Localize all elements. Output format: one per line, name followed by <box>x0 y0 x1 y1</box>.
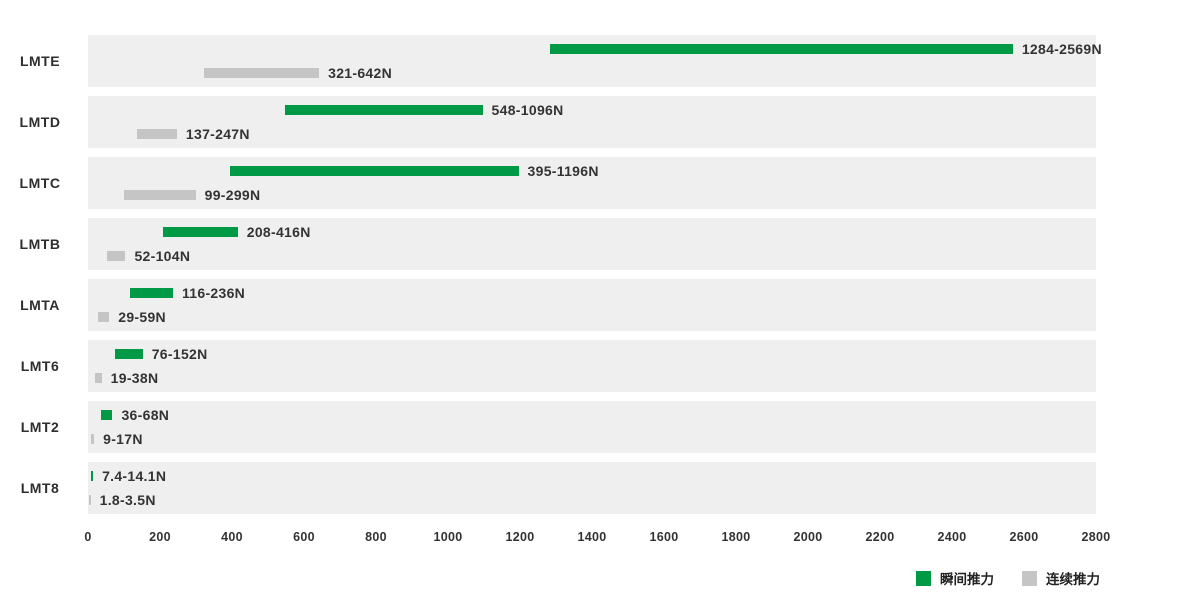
row-band <box>88 218 1096 270</box>
row-band <box>88 96 1096 148</box>
instant-thrust-value-label: 395-1196N <box>527 163 599 179</box>
x-axis-tick-label: 2800 <box>1081 530 1111 544</box>
category-label: LMTD <box>19 114 61 130</box>
instant-thrust-bar <box>230 166 519 176</box>
category-label: LMT2 <box>20 419 60 435</box>
legend-label-continuous-thrust: 连续推力 <box>1046 572 1100 587</box>
x-axis-tick-label: 800 <box>365 530 387 544</box>
category-label: LMT6 <box>20 358 60 374</box>
continuous-thrust-swatch-icon <box>1022 570 1037 586</box>
category-label: LMTC <box>19 175 61 191</box>
instant-thrust-value-label: 208-416N <box>246 224 311 240</box>
instant-thrust-value-label: 116-236N <box>181 285 246 301</box>
x-axis-tick-label: 400 <box>221 530 243 544</box>
row-band <box>88 462 1096 514</box>
continuous-thrust-bar <box>94 373 102 383</box>
continuous-thrust-bar <box>98 312 110 322</box>
instant-thrust-value-label: 548-1096N <box>491 102 564 118</box>
instant-thrust-value-label: 1284-2569N <box>1021 41 1102 57</box>
instant-thrust-bar <box>115 349 143 359</box>
instant-thrust-swatch-icon <box>916 570 931 586</box>
x-axis-tick-label: 2400 <box>937 530 967 544</box>
x-axis-tick-label: 1600 <box>649 530 679 544</box>
x-axis-tick-label: 1200 <box>505 530 535 544</box>
x-axis-tick-label: 2600 <box>1009 530 1039 544</box>
x-axis-tick-label: 0 <box>84 530 92 544</box>
continuous-thrust-bar <box>106 251 126 261</box>
x-axis-tick-label: 1400 <box>577 530 607 544</box>
row-band <box>88 401 1096 453</box>
row-band <box>88 340 1096 392</box>
continuous-thrust-value-label: 321-642N <box>328 65 392 81</box>
continuous-thrust-bar <box>88 495 91 505</box>
legend-item-continuous-thrust: 连续推力 <box>1022 568 1100 588</box>
category-label: LMTA <box>20 297 60 313</box>
chart-legend: 瞬间推力 连续推力 <box>916 568 1100 588</box>
x-axis-tick-label: 2200 <box>865 530 895 544</box>
x-axis-tick-label: 2000 <box>793 530 823 544</box>
continuous-thrust-bar <box>91 434 95 444</box>
x-axis-tick-label: 600 <box>293 530 315 544</box>
category-label: LMTE <box>19 53 61 69</box>
instant-thrust-value-label: 36-68N <box>121 407 170 423</box>
instant-thrust-bar <box>129 288 173 298</box>
instant-thrust-bar <box>90 471 94 481</box>
row-band <box>88 157 1096 209</box>
instant-thrust-bar <box>100 410 113 420</box>
x-axis-tick-label: 200 <box>149 530 171 544</box>
continuous-thrust-value-label: 99-299N <box>204 187 261 203</box>
legend-item-instant-thrust: 瞬间推力 <box>916 568 994 588</box>
row-band <box>88 279 1096 331</box>
continuous-thrust-value-label: 52-104N <box>134 248 191 264</box>
continuous-thrust-value-label: 137-247N <box>185 126 250 142</box>
x-axis-tick-label: 1800 <box>721 530 751 544</box>
instant-thrust-bar <box>162 227 238 237</box>
category-label: LMT8 <box>20 480 60 496</box>
instant-thrust-value-label: 7.4-14.1N <box>102 468 167 484</box>
instant-thrust-value-label: 76-152N <box>151 346 208 362</box>
instant-thrust-bar <box>285 105 483 115</box>
legend-label-instant-thrust: 瞬间推力 <box>940 572 994 587</box>
category-label: LMTB <box>19 236 61 252</box>
continuous-thrust-value-label: 29-59N <box>118 309 166 325</box>
row-band <box>88 35 1096 87</box>
continuous-thrust-bar <box>203 68 320 78</box>
continuous-thrust-value-label: 1.8-3.5N <box>99 492 156 508</box>
instant-thrust-bar <box>550 44 1013 54</box>
continuous-thrust-value-label: 9-17N <box>103 431 143 447</box>
continuous-thrust-value-label: 19-38N <box>110 370 159 386</box>
continuous-thrust-bar <box>123 190 196 200</box>
x-axis-tick-label: 1000 <box>433 530 463 544</box>
continuous-thrust-bar <box>137 129 177 139</box>
